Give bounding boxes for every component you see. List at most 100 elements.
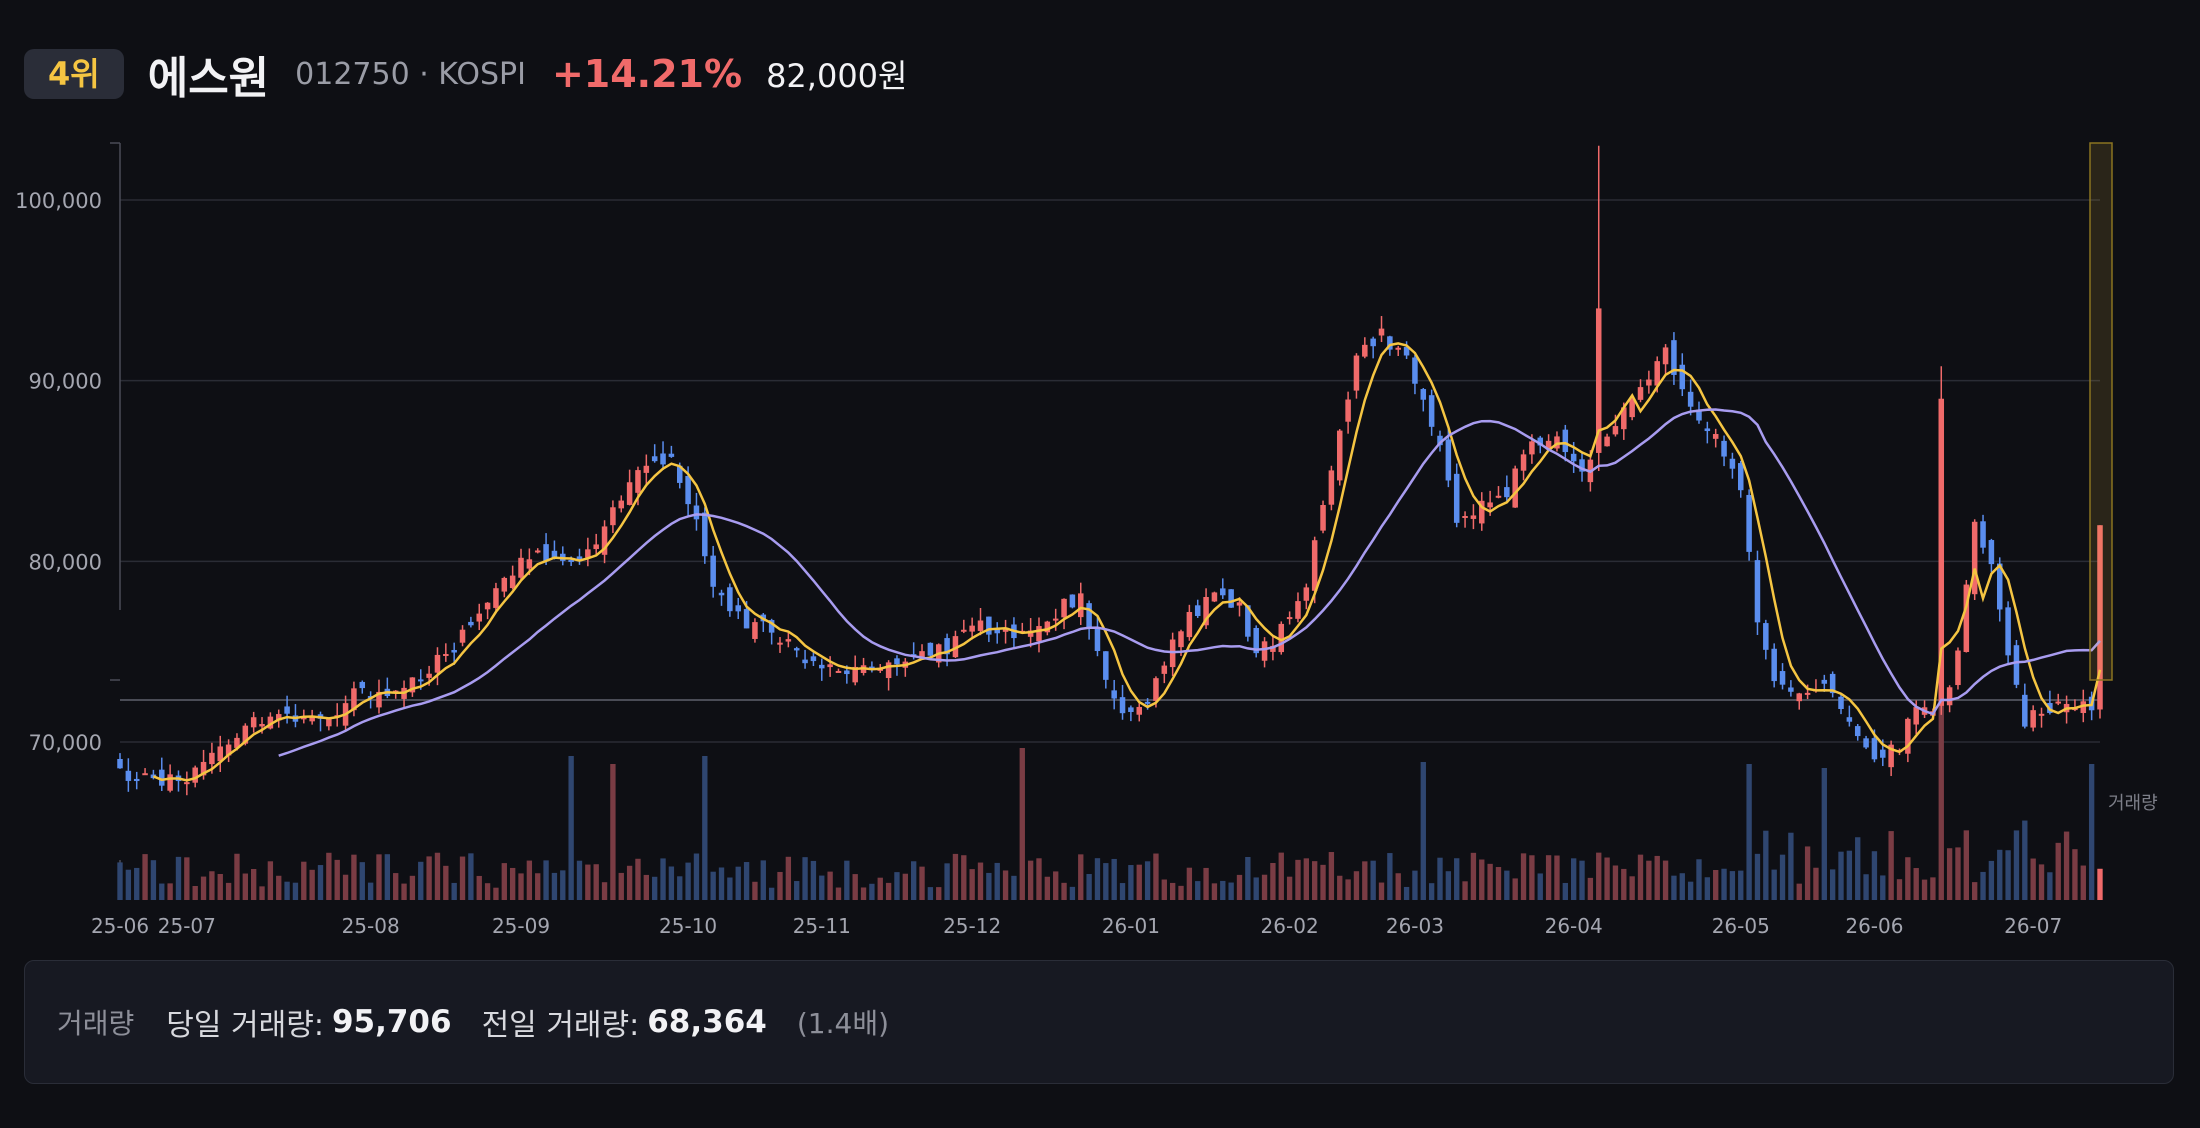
candle-body — [601, 526, 608, 555]
candle-body — [1913, 707, 1919, 725]
candle-body — [1061, 598, 1067, 618]
volume-bar — [1069, 886, 1076, 900]
candle-body — [1629, 398, 1635, 418]
candle-body — [1854, 726, 1861, 737]
volume-bar — [393, 873, 399, 900]
volume-bar — [2013, 830, 2020, 900]
volume-bar — [626, 865, 633, 900]
candle-body — [1462, 515, 1468, 518]
volume-bar — [852, 874, 858, 900]
volume-bar — [1186, 867, 1193, 900]
volume-bar — [2038, 864, 2045, 900]
candle-body — [426, 673, 432, 678]
volume-bar — [1537, 873, 1543, 900]
volume-bar — [618, 872, 624, 900]
volume-bar — [1746, 764, 1752, 900]
candle-body — [1754, 560, 1761, 623]
volume-bar — [576, 860, 583, 900]
volume-bar — [1512, 878, 1518, 900]
volume-bar — [2047, 872, 2053, 900]
candle-body — [668, 453, 675, 457]
volume-bar — [276, 875, 282, 900]
volume-bar — [610, 764, 616, 900]
volume-bar — [1303, 858, 1310, 900]
x-tick-label: 25-06 — [91, 914, 149, 938]
candle-body — [1328, 470, 1335, 505]
candle-body — [1453, 473, 1460, 523]
volume-bar — [1086, 874, 1092, 900]
candle-body — [1428, 395, 1435, 427]
volume-bar — [1771, 869, 1777, 900]
candle-body — [869, 666, 875, 669]
candle-body — [1228, 589, 1234, 608]
candle-body — [351, 688, 357, 711]
candle-body — [1595, 308, 1602, 453]
volume-bar — [1470, 852, 1477, 900]
volume-bar — [418, 861, 424, 900]
y-tick-label: 70,000 — [29, 731, 102, 755]
volume-bar — [1161, 879, 1167, 900]
moving-average-line — [278, 408, 2101, 757]
volume-ratio: (1.4배) — [796, 1007, 890, 1040]
candle-body — [1905, 718, 1911, 754]
volume-bar — [894, 872, 900, 900]
candle-body — [1804, 692, 1811, 695]
volume-bar — [1972, 882, 1978, 900]
candle-body — [117, 758, 123, 769]
candle-body — [1078, 593, 1084, 618]
candle-body — [660, 453, 666, 465]
candle-body — [952, 636, 959, 658]
candle-body — [1863, 738, 1869, 748]
candle-body — [1345, 399, 1351, 422]
candle-body — [1554, 436, 1560, 449]
volume-bar — [1938, 700, 1944, 900]
candle-body — [359, 681, 366, 689]
candle-body — [885, 662, 892, 679]
candle-body — [1286, 617, 1293, 620]
volume-bar — [1362, 861, 1368, 900]
volume-bar — [1838, 851, 1844, 900]
candle-body — [1504, 487, 1510, 498]
volume-bar — [1846, 850, 1853, 900]
volume-bar — [200, 876, 207, 900]
candle-body — [1111, 690, 1117, 699]
volume-bar — [986, 872, 992, 900]
moving-averages — [152, 342, 2102, 782]
volume-bar — [1220, 880, 1226, 900]
candle-body — [1128, 707, 1134, 712]
volume-bar — [777, 871, 783, 900]
candle-body — [159, 769, 165, 786]
volume-bar — [1103, 863, 1109, 900]
volume-bar — [1754, 853, 1761, 900]
volume-bar — [1713, 870, 1719, 900]
candle-body — [1721, 440, 1727, 457]
volume-bar — [1896, 879, 1903, 900]
candle-body — [1144, 701, 1151, 704]
candle-body — [1529, 441, 1535, 455]
volume-bar — [1053, 871, 1059, 900]
today-volume-label: 당일 거래량: — [166, 1008, 324, 1043]
volume-bar — [1128, 865, 1134, 900]
candle-body — [1846, 717, 1853, 722]
volume-bars — [117, 700, 2103, 900]
candle-body — [576, 556, 583, 562]
candle-body — [267, 716, 274, 729]
volume-bar — [1144, 861, 1151, 900]
volume-bar — [159, 883, 165, 900]
candle-body — [1562, 429, 1569, 453]
candle-body — [651, 456, 658, 462]
volume-bar — [1946, 848, 1953, 900]
candle-body — [1403, 347, 1410, 356]
candle-body — [1487, 502, 1493, 508]
volume-bar — [284, 881, 290, 900]
volume-bar — [1880, 875, 1886, 900]
volume-bar — [184, 857, 190, 900]
candle-body — [2038, 713, 2045, 716]
candle-body — [743, 609, 750, 629]
price-chart[interactable]: 100,000 90,000 80,000 70,000 25-06 25-07 25-08… — [0, 0, 2200, 950]
candle-body — [1203, 596, 1209, 626]
volume-bar — [1420, 762, 1426, 900]
candle-body — [1880, 749, 1886, 758]
volume-bar — [342, 874, 349, 900]
candle-body — [718, 592, 725, 596]
